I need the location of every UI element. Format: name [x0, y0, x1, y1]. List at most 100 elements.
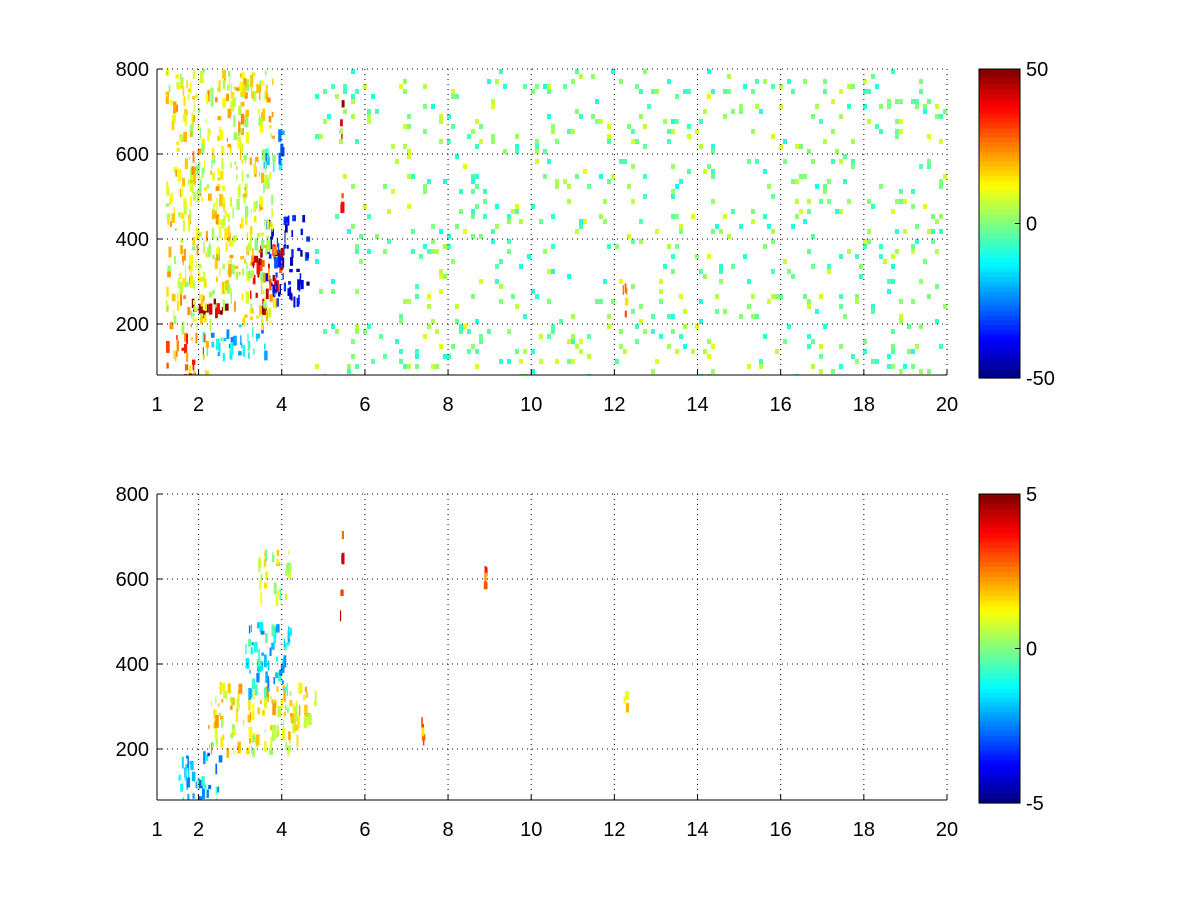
heatmap-cell	[435, 364, 439, 369]
heatmap-cell	[233, 235, 237, 242]
colorbar-swatch	[979, 358, 1020, 365]
heatmap-cell	[639, 219, 643, 224]
heatmap-cell	[278, 670, 282, 682]
heatmap-cell	[176, 301, 180, 311]
heatmap-cell	[551, 329, 555, 334]
heatmap-cell	[254, 161, 256, 174]
heatmap-cell	[252, 703, 255, 717]
heatmap-cell	[355, 249, 359, 254]
heatmap-cell	[261, 284, 263, 295]
heatmap-cell	[723, 309, 727, 314]
heatmap-cell	[222, 264, 225, 270]
heatmap-cell	[238, 121, 241, 133]
heatmap-cell	[447, 139, 451, 144]
heatmap-cell	[823, 89, 827, 94]
heatmap-cell	[282, 687, 287, 691]
heatmap-cell	[431, 104, 435, 109]
heatmap-cell	[202, 69, 206, 73]
heatmap-cell	[667, 344, 671, 349]
heatmap-cell	[171, 213, 176, 223]
heatmap-cell	[731, 109, 735, 114]
heatmap-cell	[835, 209, 839, 214]
heatmap-cell	[239, 271, 241, 276]
heatmap-cell	[341, 552, 345, 565]
heatmap-cell	[495, 264, 499, 269]
heatmap-cell	[931, 214, 935, 219]
heatmap-cell	[264, 698, 267, 709]
heatmap-cell	[871, 359, 875, 364]
heatmap-cell	[719, 264, 723, 269]
heatmap-cell	[687, 134, 691, 139]
heatmap-cell	[253, 689, 255, 700]
heatmap-cell	[422, 723, 425, 729]
heatmap-cell	[875, 359, 879, 364]
heatmap-cell	[267, 688, 270, 692]
heatmap-cell	[240, 217, 244, 229]
heatmap-cell	[268, 155, 270, 162]
heatmap-cell	[847, 84, 851, 89]
heatmap-cell	[282, 257, 285, 268]
heatmap-cell	[427, 294, 431, 299]
heatmap-cell	[230, 197, 233, 207]
heatmap-cell	[911, 249, 915, 254]
heatmap-cell	[204, 369, 207, 375]
heatmap-cell	[935, 219, 939, 224]
colorbar-swatch	[979, 769, 1020, 775]
colorbar-tick-label: -5	[1026, 793, 1044, 815]
heatmap-cell	[635, 324, 639, 329]
heatmap-cell	[175, 355, 177, 362]
heatmap-cell	[230, 288, 233, 297]
heatmap-cell	[238, 683, 243, 694]
heatmap-cell	[807, 299, 811, 304]
heatmap-cell	[199, 70, 204, 83]
heatmap-cell	[217, 116, 222, 121]
heatmap-cell	[431, 364, 435, 369]
heatmap-cell	[479, 234, 483, 239]
heatmap-cell	[248, 352, 250, 359]
heatmap-cell	[266, 240, 271, 252]
heatmap-cell	[439, 119, 443, 124]
colorbar-swatch	[979, 576, 1020, 582]
heatmap-cell	[292, 215, 296, 222]
heatmap-cell	[511, 294, 515, 299]
heatmap-cell	[535, 139, 539, 144]
heatmap-cell	[171, 293, 176, 302]
heatmap-cell	[266, 235, 269, 245]
heatmap-cell	[551, 214, 555, 219]
heatmap-cell	[719, 229, 723, 234]
heatmap-cell	[487, 329, 491, 334]
heatmap-cell	[234, 265, 239, 269]
heatmap-cell	[891, 264, 895, 269]
heatmap-cell	[266, 219, 269, 230]
colorbar-swatch	[979, 281, 1020, 287]
heatmap-cell	[795, 214, 799, 219]
heatmap-cell	[241, 293, 244, 301]
heatmap-cell	[294, 724, 299, 731]
heatmap-cell	[895, 229, 899, 234]
heatmap-cell	[795, 179, 799, 184]
colorbar-swatch	[979, 363, 1020, 369]
heatmap-cell	[607, 124, 611, 129]
heatmap-cell	[297, 247, 301, 252]
heatmap-cell	[259, 622, 264, 632]
heatmap-cell	[180, 783, 183, 792]
x-tick-label: 20	[936, 394, 958, 416]
heatmap-cell	[791, 224, 795, 229]
heatmap-cell	[274, 278, 277, 286]
heatmap-cell	[407, 174, 411, 179]
heatmap-cell	[227, 143, 232, 148]
heatmap-cell	[221, 698, 224, 703]
colorbar-swatch	[979, 614, 1020, 621]
heatmap-cell	[667, 139, 671, 144]
heatmap-cell	[203, 784, 207, 790]
heatmap-cell	[859, 274, 863, 279]
heatmap-cell	[515, 134, 519, 139]
heatmap-cell	[261, 305, 265, 316]
heatmap-cell	[535, 84, 539, 89]
heatmap-cell	[403, 364, 407, 369]
heatmap-cell	[903, 199, 907, 204]
heatmap-cell	[791, 89, 795, 94]
heatmap-cell	[176, 292, 179, 301]
heatmap-cell	[244, 186, 246, 191]
heatmap-cell	[315, 249, 319, 254]
